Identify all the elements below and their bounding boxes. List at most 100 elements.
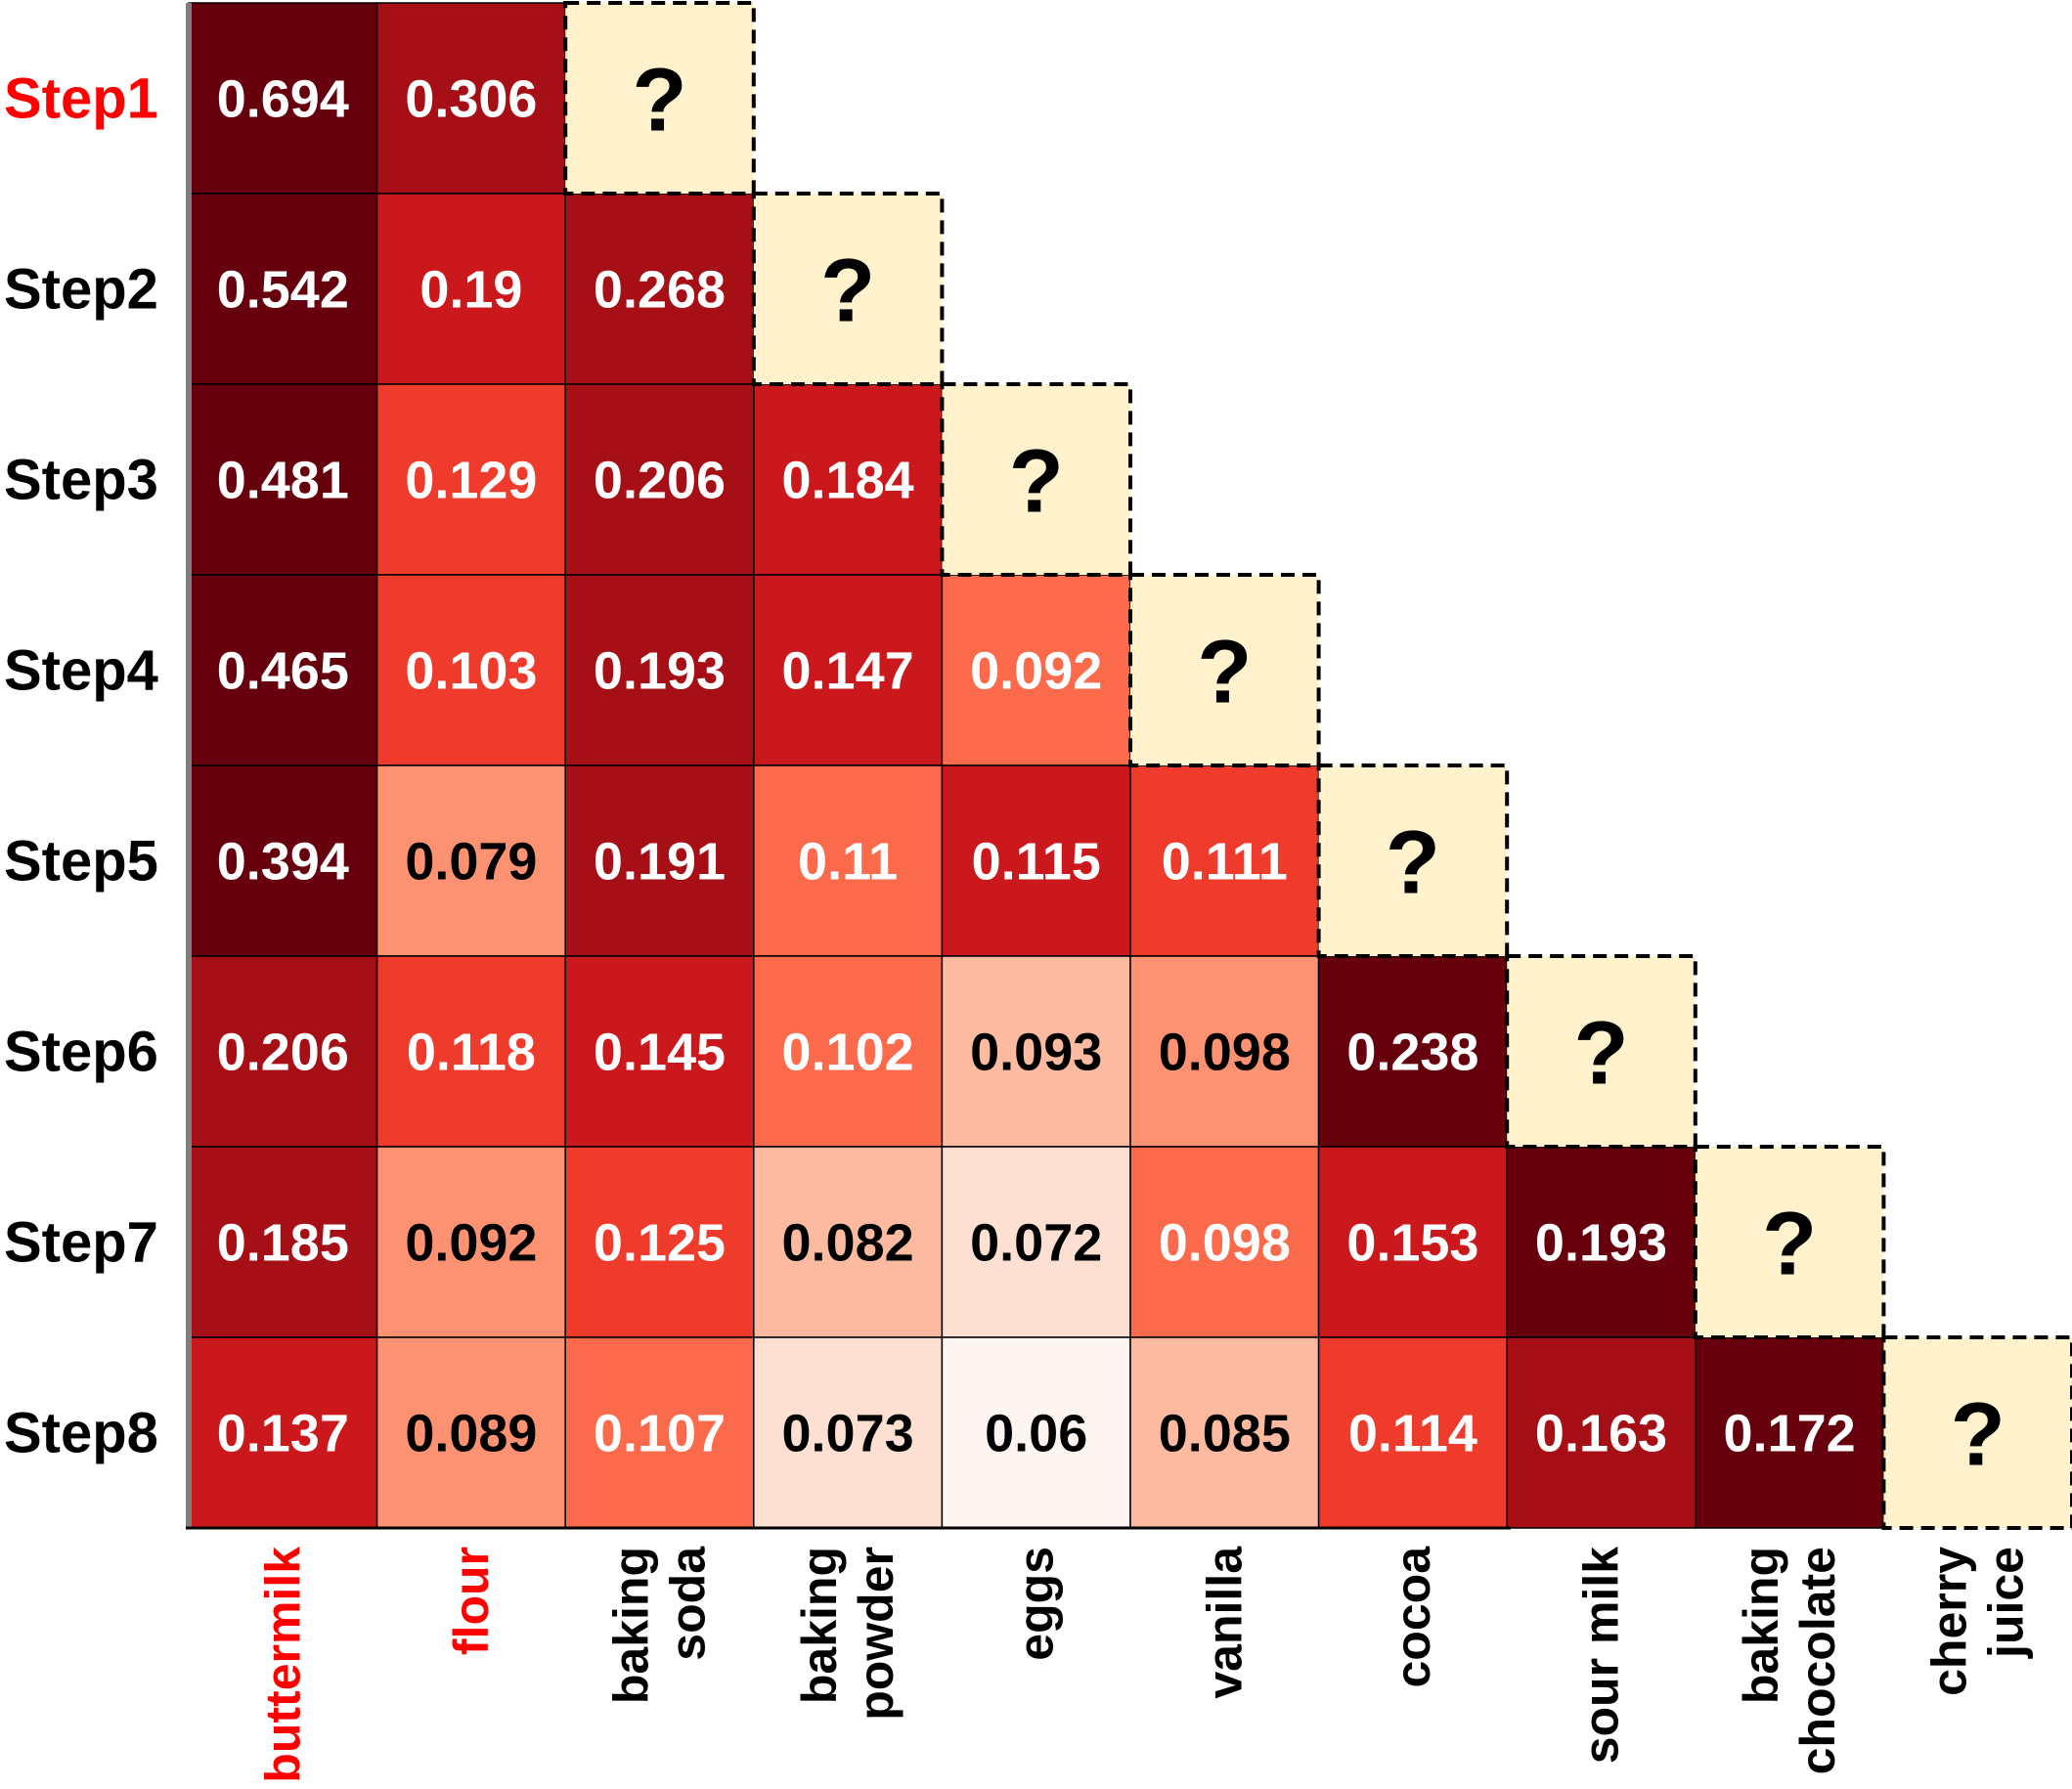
unknown-cell xyxy=(1316,764,1510,958)
heatmap-cell xyxy=(564,574,755,766)
heatmap-cell xyxy=(375,1336,566,1529)
unknown-cell xyxy=(1693,1145,1886,1339)
heatmap-cell xyxy=(188,193,378,385)
cell-value-label: 0.481 xyxy=(217,452,349,510)
unknown-marker: ? xyxy=(1386,813,1440,913)
row-label: Step8 xyxy=(4,1402,158,1465)
cell-value-label: 0.103 xyxy=(405,642,537,701)
column-label: buttermilk xyxy=(255,1547,310,1783)
cell-value-label: 0.238 xyxy=(1346,1024,1478,1082)
heatmap-cell xyxy=(375,1146,566,1338)
unknown-marker: ? xyxy=(1573,1004,1628,1104)
cell-value-label: 0.111 xyxy=(1162,833,1288,892)
heatmap-cell xyxy=(375,955,566,1148)
heatmap-cell xyxy=(941,955,1131,1148)
cell-value-label: 0.268 xyxy=(594,261,726,320)
row-label: Step1 xyxy=(4,67,158,131)
cell-value-label: 0.073 xyxy=(782,1405,914,1463)
column-label: baking xyxy=(1734,1547,1788,1704)
cell-value-label: 0.193 xyxy=(594,642,726,701)
cell-value-label: 0.163 xyxy=(1535,1405,1667,1463)
heatmap-cell xyxy=(188,383,378,576)
cell-value-label: 0.191 xyxy=(594,833,726,892)
cell-value-label: 0.072 xyxy=(970,1214,1102,1273)
heatmap-cell xyxy=(375,2,566,195)
cell-value-label: 0.089 xyxy=(405,1405,537,1463)
unknown-cell xyxy=(563,1,756,196)
heatmap-cell xyxy=(753,764,944,957)
heatmap-cell xyxy=(564,764,755,957)
heatmap-cell xyxy=(564,383,755,576)
cell-value-label: 0.137 xyxy=(217,1405,349,1463)
unknown-cell xyxy=(940,382,1133,577)
heatmap-cell xyxy=(753,1146,944,1338)
heatmap-cell xyxy=(941,1336,1131,1529)
cell-value-label: 0.118 xyxy=(407,1024,536,1082)
cell-value-label: 0.082 xyxy=(782,1214,914,1273)
unknown-marker: ? xyxy=(1009,432,1064,532)
cell-value-label: 0.098 xyxy=(1159,1024,1291,1082)
unknown-cell xyxy=(1505,954,1697,1149)
heatmap-cell xyxy=(753,574,944,766)
heatmap-cell xyxy=(188,764,378,957)
cell-value-label: 0.145 xyxy=(594,1024,726,1082)
unknown-marker: ? xyxy=(1762,1195,1817,1294)
heatmap-cell xyxy=(188,955,378,1148)
heatmap-cell xyxy=(1317,1336,1508,1529)
cell-value-label: 0.19 xyxy=(419,261,522,320)
cell-value-label: 0.11 xyxy=(798,833,898,892)
heatmap-cell xyxy=(1506,1336,1697,1529)
row-labels: Step1 Step2 Step3 Step4 Step5 Step6 Step7 Step8 xyxy=(4,67,158,1465)
unknown-marker: ? xyxy=(1197,623,1252,722)
cell-value-label: 0.125 xyxy=(594,1214,726,1273)
heatmap-cells: 0.694 0.306 0.542 0.19 0.268 0.481 0.129 0.206 0… xyxy=(188,2,1885,1529)
unknown-marker: ? xyxy=(632,51,686,151)
column-label: juice xyxy=(1979,1547,2034,1659)
heatmap-cell xyxy=(753,1336,944,1529)
cell-value-label: 0.172 xyxy=(1724,1405,1856,1463)
column-label: powder xyxy=(849,1547,904,1721)
cell-value-label: 0.465 xyxy=(217,642,349,701)
row-label: Step3 xyxy=(4,449,158,512)
column-label: vanilla xyxy=(1197,1546,1252,1699)
heatmap-cell xyxy=(564,193,755,385)
cell-value-label: 0.092 xyxy=(970,642,1102,701)
unknown-cell xyxy=(751,192,945,386)
heatmap-cell xyxy=(188,1336,378,1529)
heatmap-cell xyxy=(188,2,378,195)
cell-value-label: 0.206 xyxy=(217,1024,349,1082)
cell-value-label: 0.193 xyxy=(1535,1214,1667,1273)
row-label: Step5 xyxy=(4,830,158,894)
column-label: cocoa xyxy=(1386,1546,1440,1688)
cell-value-label: 0.306 xyxy=(405,70,537,129)
cell-value-label: 0.093 xyxy=(970,1024,1102,1082)
cell-value-label: 0.153 xyxy=(1346,1214,1478,1273)
unknown-cell xyxy=(1881,1335,2072,1530)
heatmap-cell xyxy=(375,764,566,957)
row-label: Step6 xyxy=(4,1021,158,1084)
heatmap-cell xyxy=(188,1146,378,1338)
heatmap-cell xyxy=(564,1336,755,1529)
heatmap-cell xyxy=(375,193,566,385)
column-label: eggs xyxy=(1009,1547,1064,1661)
unknown-marker: ? xyxy=(1951,1385,2006,1485)
cell-value-label: 0.394 xyxy=(217,833,349,892)
column-label: flour xyxy=(444,1547,499,1655)
row-label: Step7 xyxy=(4,1211,158,1275)
cell-value-label: 0.114 xyxy=(1348,1405,1477,1463)
cell-value-label: 0.542 xyxy=(217,261,349,320)
column-label: chocolate xyxy=(1790,1547,1845,1774)
cell-value-label: 0.107 xyxy=(594,1405,726,1463)
cell-value-label: 0.115 xyxy=(972,833,1101,892)
column-labels: buttermilk flour baking soda baking powder egg… xyxy=(255,1546,2033,1783)
cell-value-label: 0.185 xyxy=(217,1214,349,1273)
cell-value-label: 0.085 xyxy=(1159,1405,1291,1463)
column-label: cherry xyxy=(1922,1547,1977,1696)
cell-value-label: 0.102 xyxy=(782,1024,914,1082)
cell-value-label: 0.129 xyxy=(405,452,537,510)
cell-value-label: 0.206 xyxy=(594,452,726,510)
cell-value-label: 0.147 xyxy=(782,642,914,701)
cell-value-label: 0.184 xyxy=(782,452,914,510)
column-label: baking xyxy=(792,1547,847,1704)
